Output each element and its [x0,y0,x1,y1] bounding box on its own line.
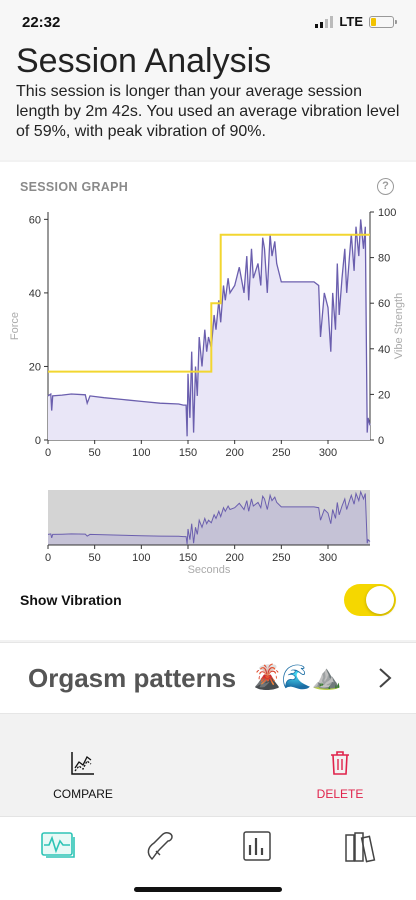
stats-icon [243,831,271,861]
left-axis-label: Force [9,312,21,340]
section-label: SESSION GRAPH [20,180,129,194]
left-tick-label: 0 [35,435,41,447]
show-vibration-toggle[interactable] [344,584,396,616]
tab-bar [0,816,416,900]
right-tick-label: 80 [378,253,390,265]
overview-x-tick-label: 200 [225,552,243,564]
status-bar: 22:32 LTE [0,0,416,44]
signal-icon [315,15,334,28]
delete-label: DELETE [316,787,364,801]
right-axis-label: Vibe Strength [393,293,405,359]
left-tick-label: 40 [29,288,41,300]
chevron-right-icon [379,668,392,688]
right-tick-label: 20 [378,389,390,401]
vibe-strength-line [48,233,370,373]
library-icon [345,832,376,863]
delete-button[interactable]: DELETE [280,750,400,801]
overview-x-tick-label: 50 [89,552,101,564]
phone-icon [147,832,173,861]
orgasm-patterns-row[interactable]: Orgasm patterns 🌋🌊⛰️ [0,642,416,714]
right-tick-label: 60 [378,298,390,310]
page-title: Session Analysis [16,42,272,80]
right-tick-label: 100 [378,207,396,219]
x-tick-label: 50 [89,447,101,459]
show-vibration-label: Show Vibration [20,592,122,608]
action-bar: COMPARE DELETE [0,730,416,816]
tab-activity[interactable] [38,829,78,863]
compare-button[interactable]: COMPARE [23,750,143,801]
overview-x-tick-label: 150 [179,552,197,564]
status-indicators: LTE [315,14,397,29]
x-tick-label: 0 [45,447,51,459]
x-tick-label: 100 [132,447,150,459]
question-icon[interactable]: ? [377,178,394,195]
force-line [47,219,371,437]
compare-label: COMPARE [53,787,113,801]
orgasm-patterns-label: Orgasm patterns [28,663,237,693]
trash-icon [331,751,349,775]
x-tick-label: 150 [179,447,197,459]
force-area [48,219,370,440]
overview-force-area [48,491,370,545]
tab-remote[interactable] [140,829,180,863]
network-label: LTE [339,14,363,29]
x-tick-label: 300 [319,447,337,459]
session-graph: 0 20 40 60 0 20 40 60 80 100 0 50 100 150 200 250 300 For… [9,207,405,459]
pattern-emojis: 🌋🌊⛰️ [252,664,342,691]
status-time: 22:32 [22,14,61,31]
session-overview-graph[interactable]: 0 50 100 150 200 250 300 Seconds [0,487,416,587]
activity-icon [41,832,75,858]
overview-x-tick-label: 100 [132,552,150,564]
home-indicator [134,887,282,892]
overview-x-tick-label: 300 [319,552,337,564]
x-tick-label: 200 [225,447,243,459]
session-graph-card: SESSION GRAPH ? 0 20 40 60 0 20 40 60 80 100 0 50 10… [0,162,416,640]
right-tick-label: 40 [378,344,390,356]
toggle-knob [366,586,394,614]
overview-x-tick-label: 0 [45,552,51,564]
session-summary: This session is longer than your average… [16,83,400,140]
overview-x-axis-label: Seconds [188,564,231,576]
left-tick-label: 20 [29,361,41,373]
tab-library[interactable] [342,829,382,863]
overview-force-line [47,490,371,545]
overview-x-tick-label: 250 [272,552,290,564]
page-header: Session Analysis This session is longer … [0,40,416,160]
compare-chart-icon [71,752,94,775]
left-tick-label: 60 [29,214,41,226]
battery-icon [369,15,397,28]
right-tick-label: 0 [378,435,384,447]
tab-stats[interactable] [238,829,278,863]
x-tick-label: 250 [272,447,290,459]
